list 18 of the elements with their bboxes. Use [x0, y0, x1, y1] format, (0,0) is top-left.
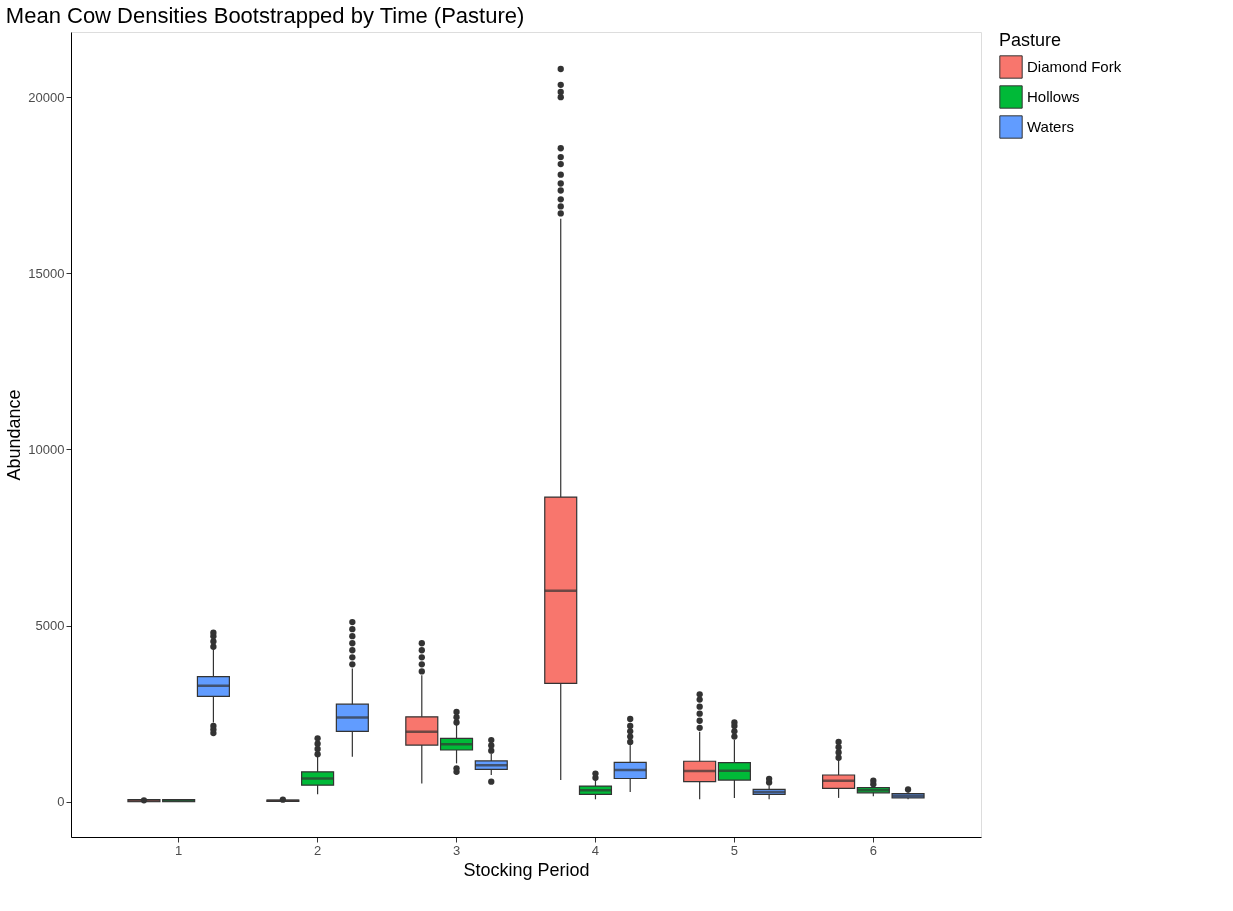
legend-label: Waters — [1027, 118, 1074, 135]
y-tick-label: 0 — [57, 794, 65, 810]
x-tick-label: 5 — [730, 842, 739, 858]
y-tick-label: 15000 — [28, 265, 65, 281]
chart-title: Mean Cow Densities Bootstrapped by Time (Pasture) — [5, 3, 525, 28]
y-axis-title: Abundance — [4, 389, 25, 481]
y-tick-label: 10000 — [28, 441, 65, 457]
legend-label: Hollows — [1027, 88, 1080, 105]
x-axis-title: Stocking Period — [463, 859, 590, 880]
legend-title: Pasture — [999, 30, 1062, 50]
x-tick-label: 2 — [313, 842, 322, 858]
x-tick-label: 1 — [175, 842, 183, 858]
x-tick-label: 3 — [452, 842, 461, 858]
y-tick-label: 5000 — [35, 618, 65, 634]
x-tick-label: 4 — [591, 842, 600, 858]
x-tick-label: 6 — [869, 842, 877, 858]
y-tick-label: 20000 — [28, 89, 65, 105]
legend-label: Diamond Fork — [1027, 58, 1122, 75]
